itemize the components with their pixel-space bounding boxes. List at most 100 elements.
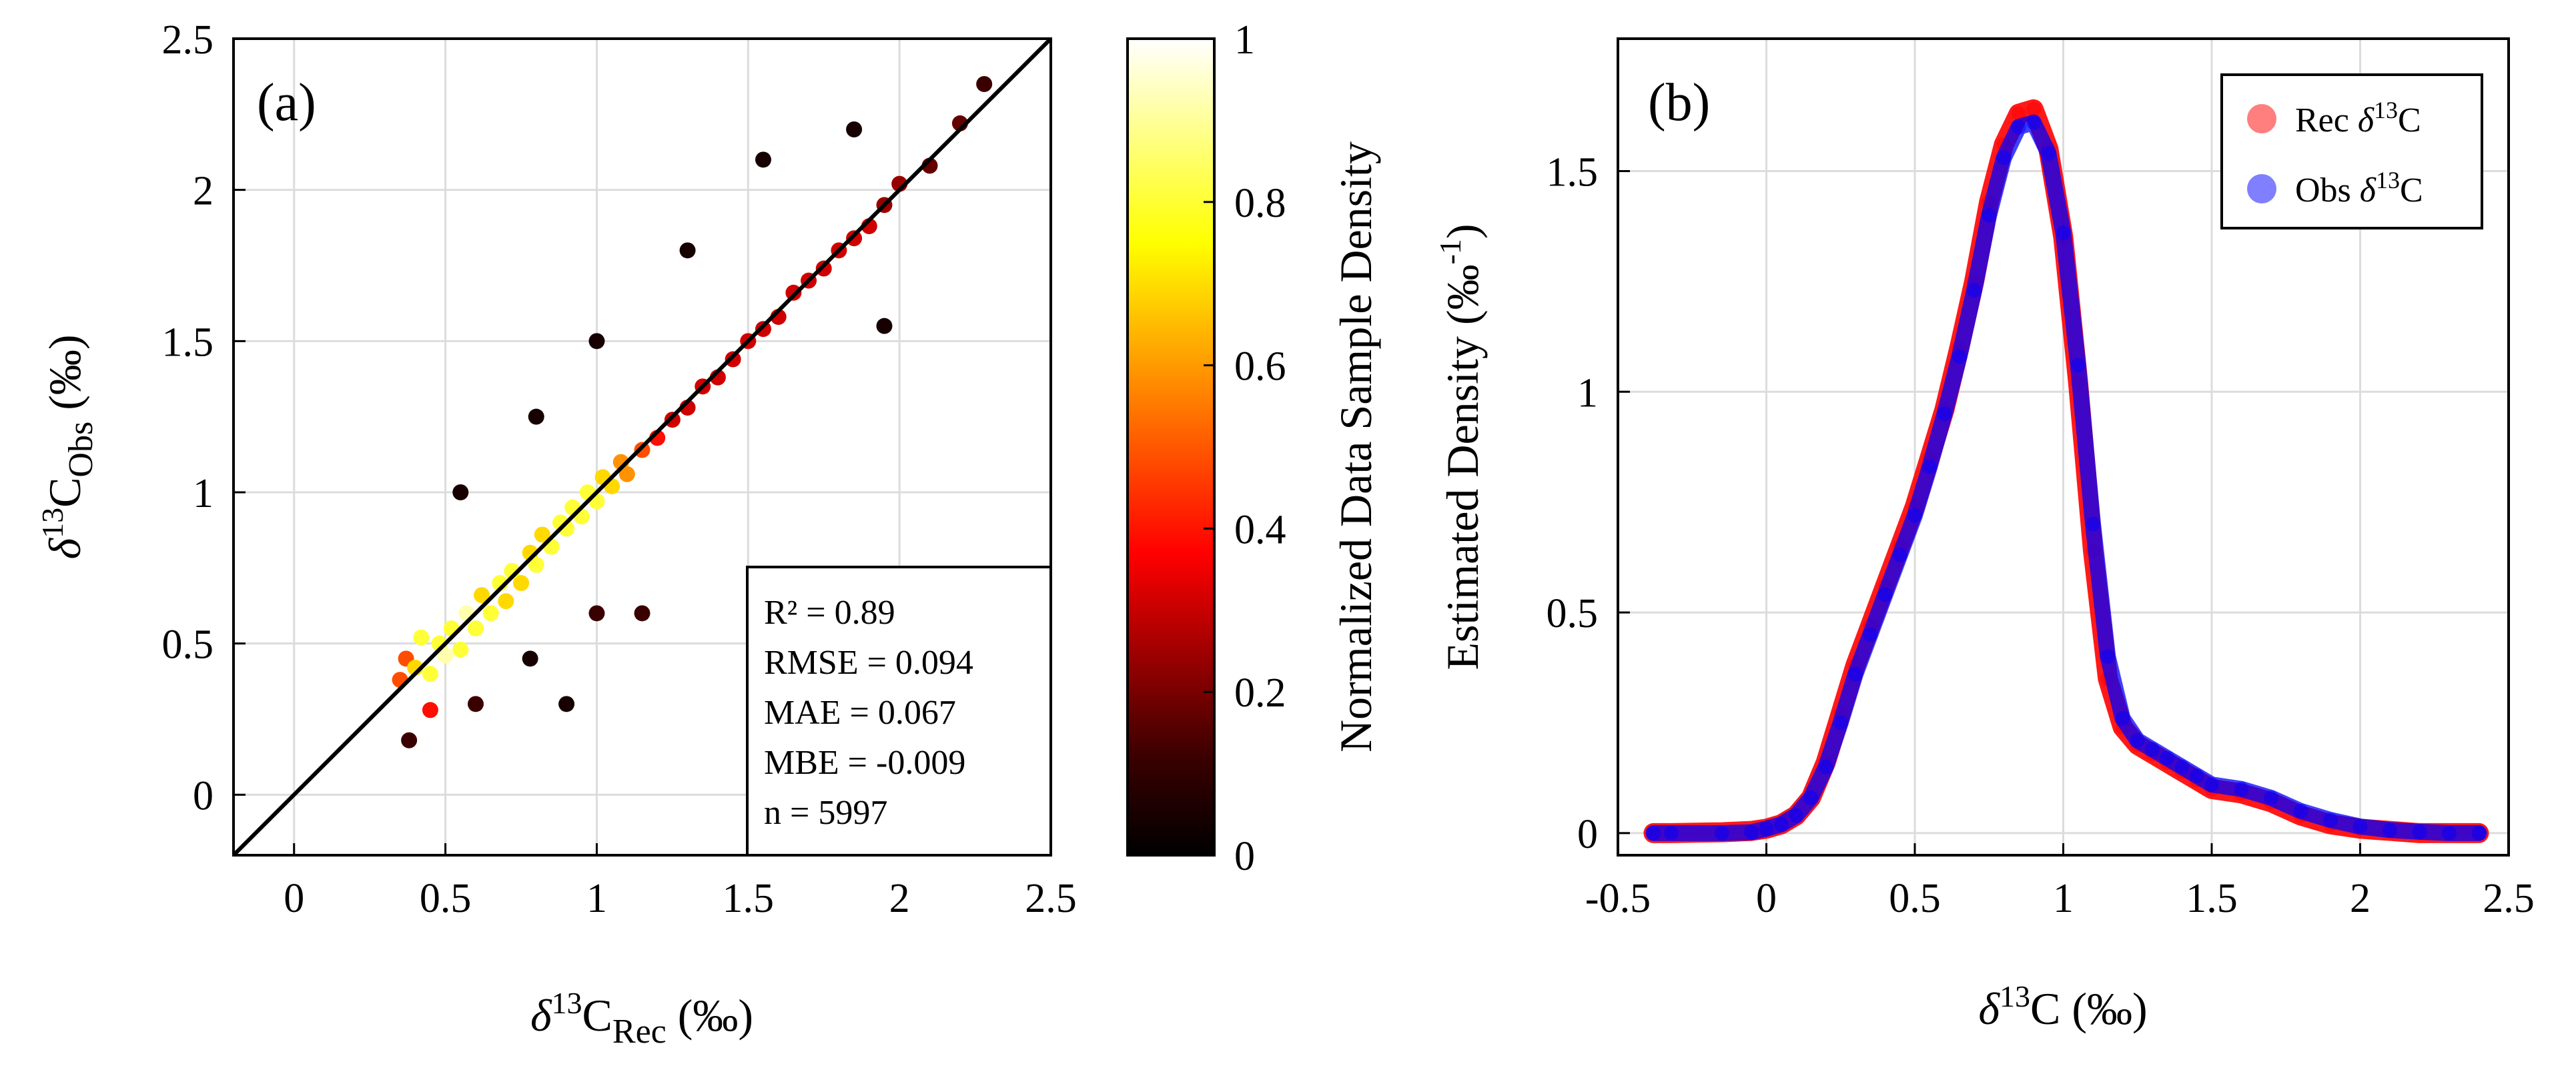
panel-b-y-tick-label: 0.5 bbox=[1547, 591, 1599, 636]
panel-a-data-point bbox=[452, 484, 469, 500]
panel-b-y-ticks: 0 0.5 1 1.5 bbox=[1547, 149, 1630, 857]
colorbar-tick-label: 0.4 bbox=[1234, 507, 1286, 552]
panel-a-data-point bbox=[482, 605, 499, 622]
density-point-obs bbox=[1664, 825, 1679, 841]
panel-a-data-point bbox=[422, 702, 438, 718]
density-point-obs bbox=[2100, 649, 2116, 664]
colorbar-label: Normalized Data Sample Density bbox=[1330, 141, 1381, 752]
density-point-obs bbox=[2056, 225, 2071, 241]
colorbar-tick-label: 0.6 bbox=[1234, 344, 1286, 390]
colorbar-gradient bbox=[1126, 37, 1216, 857]
panel-a-data-point bbox=[588, 333, 605, 350]
density-point-obs bbox=[1967, 283, 1982, 298]
density-point-obs bbox=[1922, 459, 1938, 474]
panel-b-x-tick-label: 0.5 bbox=[1889, 876, 1941, 921]
density-point-obs bbox=[2383, 823, 2397, 838]
density-point-obs bbox=[2041, 146, 2056, 161]
panel-a-data-point bbox=[618, 466, 635, 482]
panel-a-data-point bbox=[534, 526, 550, 543]
panel-b-x-tick-label: 0 bbox=[1756, 876, 1777, 921]
colorbar-tick-label: 0 bbox=[1234, 834, 1255, 879]
legend-label-rec: Rec δ13C bbox=[2295, 97, 2421, 139]
density-point-obs bbox=[1892, 548, 1907, 563]
density-point-obs bbox=[2204, 777, 2219, 792]
panel-a-y-tick-label: 2 bbox=[193, 169, 213, 214]
panel-a-x-tick-label: 2.5 bbox=[1025, 876, 1077, 921]
panel-a-y-tick-label: 0 bbox=[193, 773, 213, 819]
panel-a-data-point bbox=[467, 696, 484, 712]
panel-a-data-point bbox=[413, 629, 430, 646]
density-point-obs bbox=[1759, 821, 1774, 837]
density-point-obs bbox=[2412, 824, 2427, 839]
panel-b-y-tick-label: 0 bbox=[1577, 812, 1598, 857]
panel-a-x-tick-label: 1 bbox=[586, 876, 607, 921]
panel-a-data-point bbox=[634, 442, 651, 458]
panel-a-data-point bbox=[422, 666, 438, 682]
stat-mbe: MBE = -0.009 bbox=[764, 744, 965, 782]
panel-a-x-tick-label: 1.5 bbox=[723, 876, 775, 921]
panel-a-data-point bbox=[588, 605, 605, 622]
panel-b-label: (b) bbox=[1648, 73, 1710, 132]
colorbar-ticks: 0 0.2 0.4 0.6 0.8 1 bbox=[1204, 17, 1286, 879]
panel-a-data-point bbox=[513, 575, 530, 591]
panel-a-y-tick-label: 1.5 bbox=[162, 320, 214, 365]
panel-a-y-ticks: 0 0.5 1 1.5 2 2.5 bbox=[162, 17, 246, 819]
panel-a-label: (a) bbox=[257, 73, 316, 132]
density-point-obs bbox=[2293, 803, 2308, 819]
legend: Rec δ13C Obs δ13C bbox=[2220, 73, 2483, 229]
panel-b-x-ticks: -0.5 0 0.5 1 1.5 2 2.5 bbox=[1585, 843, 2535, 921]
panel-a-data-point bbox=[876, 318, 893, 334]
density-point-obs bbox=[2264, 790, 2278, 805]
density-point-obs bbox=[1982, 207, 1997, 223]
colorbar-tick-label: 0.8 bbox=[1234, 181, 1286, 226]
panel-b-series bbox=[1643, 99, 2489, 843]
density-point-obs bbox=[1996, 150, 2012, 165]
panel-a-data-point bbox=[976, 76, 993, 92]
panel-a-data-point bbox=[815, 260, 832, 277]
density-point-rec bbox=[2011, 106, 2026, 121]
density-point-obs bbox=[1646, 825, 1661, 841]
panel-a-frame bbox=[232, 37, 1052, 857]
stat-r2: R² = 0.89 bbox=[764, 594, 895, 632]
colorbar-tick-label: 0.2 bbox=[1234, 670, 1286, 716]
panel-a-data-point bbox=[634, 605, 651, 622]
panel-a-x-tick-label: 0 bbox=[284, 876, 304, 921]
panel-b-x-tick-label: -0.5 bbox=[1585, 876, 1651, 921]
panel-a-data-point bbox=[452, 641, 469, 658]
colorbar-tick-label: 1 bbox=[1234, 17, 1255, 63]
density-point-obs bbox=[1952, 349, 1967, 364]
stat-rmse: RMSE = 0.094 bbox=[764, 644, 973, 682]
series-obs bbox=[1645, 114, 2487, 841]
panel-b-x-tick-label: 1 bbox=[2053, 876, 2074, 921]
panel-a-data-point bbox=[522, 650, 538, 667]
panel-a-data-point bbox=[846, 121, 863, 137]
density-point-obs bbox=[2174, 759, 2190, 774]
density-point-obs bbox=[1877, 587, 1893, 602]
legend-label-obs: Obs δ13C bbox=[2295, 167, 2423, 209]
stat-n: n = 5997 bbox=[764, 794, 887, 832]
density-point-obs bbox=[2011, 119, 2026, 135]
panel-b-y-tick-label: 1 bbox=[1577, 370, 1598, 416]
panel-a-data-point bbox=[474, 587, 490, 604]
panel-b: -0.5 0 0.5 1 1.5 2 2.5 0 0.5 1 1.5 (b) Rec δ13C O… bbox=[1433, 37, 2535, 1034]
panel-a-x-ticks: 0 0.5 1 1.5 2 2.5 bbox=[284, 843, 1077, 921]
colorbar: 0 0.2 0.4 0.6 0.8 1 Normalized Data Sample De… bbox=[1126, 17, 1381, 879]
panel-b-y-label: Estimated Density (‰-1) bbox=[1433, 223, 1488, 670]
panel-a-data-point bbox=[725, 351, 741, 368]
panel-a-data-point bbox=[755, 151, 771, 168]
density-point-obs bbox=[2145, 742, 2160, 757]
panel-a-data-point bbox=[467, 620, 484, 636]
panel-b-x-tick-label: 1.5 bbox=[2186, 876, 2238, 921]
panel-a-data-point bbox=[498, 593, 514, 610]
panel-a-y-tick-label: 0.5 bbox=[162, 622, 214, 668]
density-point-obs bbox=[2323, 813, 2338, 828]
legend-marker-obs bbox=[2247, 174, 2276, 203]
density-point-obs bbox=[2160, 750, 2175, 766]
panel-a-y-tick-label: 2.5 bbox=[162, 17, 214, 63]
density-point-obs bbox=[2189, 768, 2204, 783]
density-point-obs bbox=[2471, 825, 2487, 841]
density-point-obs bbox=[1937, 406, 1952, 422]
density-point-obs bbox=[1833, 715, 1848, 730]
panel-b-x-tick-label: 2 bbox=[2350, 876, 2371, 921]
